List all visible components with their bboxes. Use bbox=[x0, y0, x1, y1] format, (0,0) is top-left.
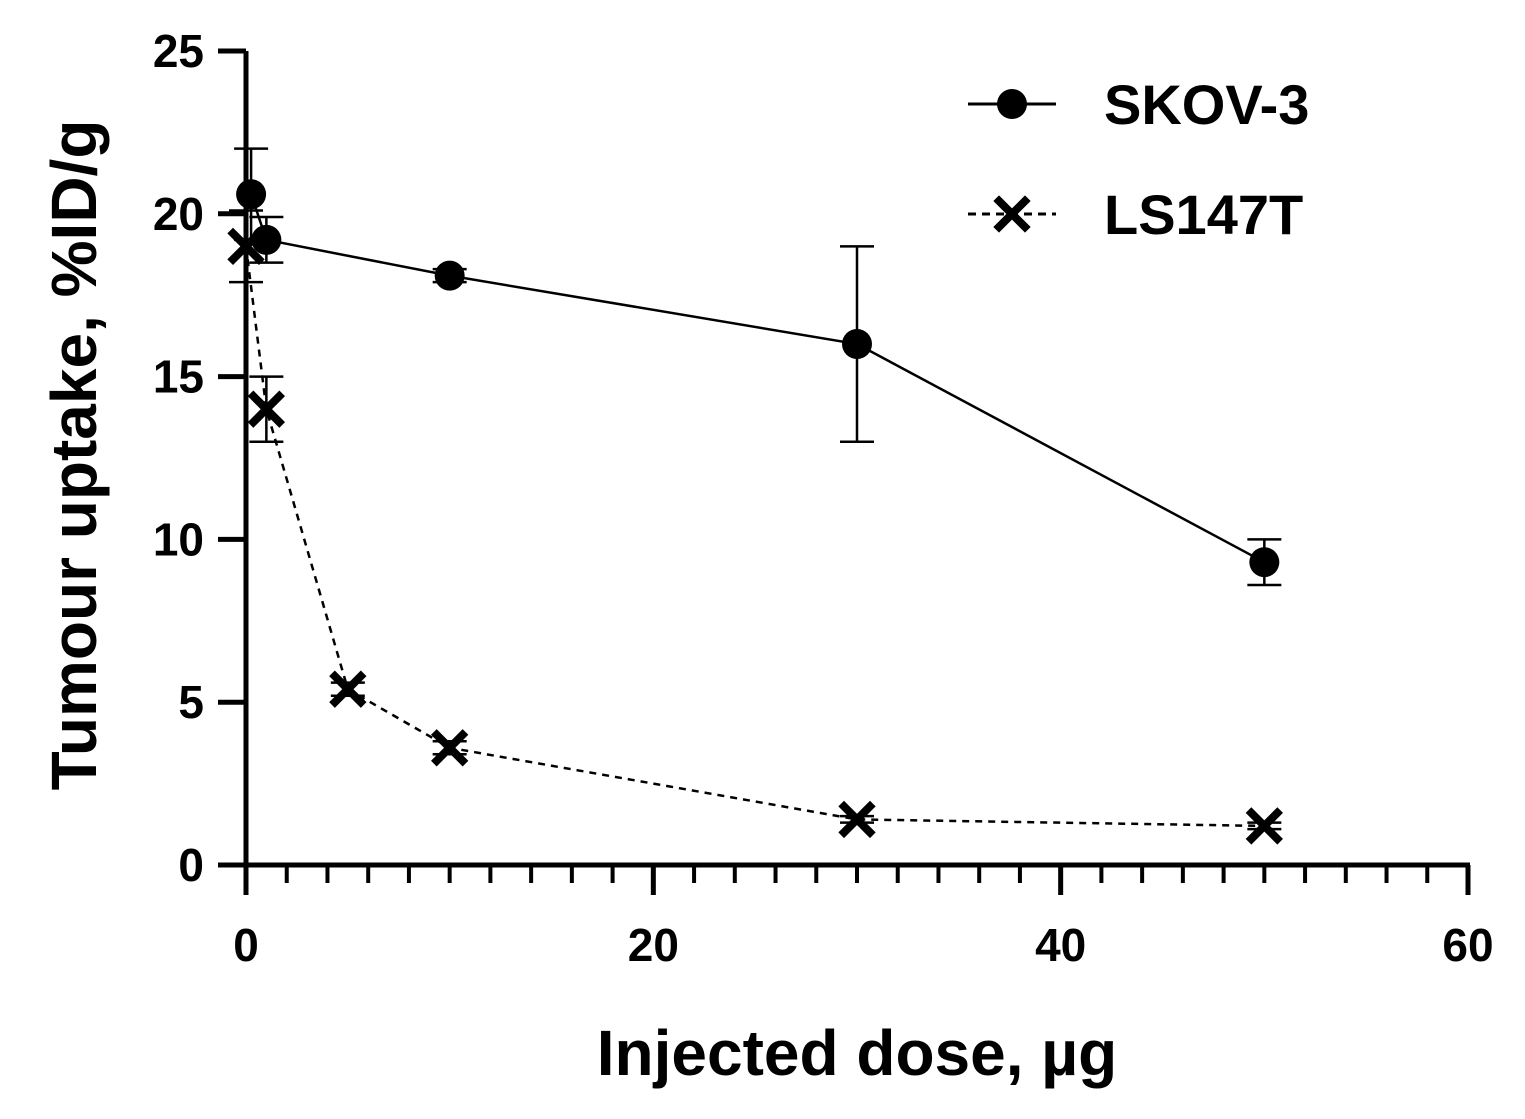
y-tick-label-5: 5 bbox=[178, 676, 204, 728]
x-marker-stroke bbox=[1245, 807, 1283, 845]
data-point-skov3 bbox=[1249, 547, 1280, 578]
data-point-ls147t bbox=[227, 227, 265, 266]
plot-area bbox=[227, 147, 1283, 845]
data-point-ls147t bbox=[329, 670, 367, 708]
y-tick-label-10: 10 bbox=[153, 513, 204, 565]
series-line-skov3 bbox=[249, 193, 1265, 564]
legend-label-ls147t: LS147T bbox=[1104, 183, 1303, 246]
axes bbox=[243, 51, 1470, 868]
y-axis-title: Tumour uptake, %ID/g bbox=[38, 120, 110, 791]
y-tick-label-15: 15 bbox=[153, 351, 204, 403]
legend-marker-skov3 bbox=[997, 89, 1027, 119]
x-marker-stroke bbox=[329, 670, 367, 708]
x-marker-stroke bbox=[227, 227, 265, 266]
x-marker-stroke bbox=[838, 800, 876, 839]
data-point-skov3 bbox=[842, 329, 872, 360]
x-tick-label-0: 0 bbox=[233, 919, 259, 971]
series-ls147t bbox=[227, 209, 1283, 845]
data-point-ls147t bbox=[431, 729, 469, 767]
legend-label-skov3: SKOV-3 bbox=[1104, 73, 1309, 136]
legend: SKOV-3 LS147T bbox=[968, 73, 1309, 246]
x-ticks: 0 20 40 60 bbox=[233, 865, 1494, 971]
y-tick-label-0: 0 bbox=[178, 839, 204, 891]
legend-item-ls147t: LS147T bbox=[968, 183, 1303, 246]
legend-item-skov3: SKOV-3 bbox=[968, 73, 1309, 136]
series-line-ls147t bbox=[244, 246, 1265, 828]
x-marker-stroke bbox=[247, 390, 286, 428]
y-tick-label-25: 25 bbox=[153, 25, 204, 77]
data-point-ls147t bbox=[1245, 807, 1283, 845]
series-skov3 bbox=[234, 147, 1282, 587]
y-tick-label-20: 20 bbox=[153, 188, 204, 240]
x-tick-label-60: 60 bbox=[1442, 919, 1493, 971]
y-ticks: 0 5 10 15 20 25 bbox=[153, 25, 246, 891]
x-axis-title: Injected dose, µg bbox=[597, 1017, 1118, 1089]
data-point-skov3 bbox=[236, 179, 267, 210]
data-point-skov3 bbox=[434, 260, 465, 291]
legend-marker-ls147t bbox=[993, 195, 1031, 233]
x-tick-label-20: 20 bbox=[628, 919, 679, 971]
data-point-ls147t bbox=[247, 390, 286, 428]
x-tick-label-40: 40 bbox=[1035, 919, 1086, 971]
x-marker-stroke bbox=[431, 729, 469, 767]
data-point-ls147t bbox=[838, 800, 876, 839]
